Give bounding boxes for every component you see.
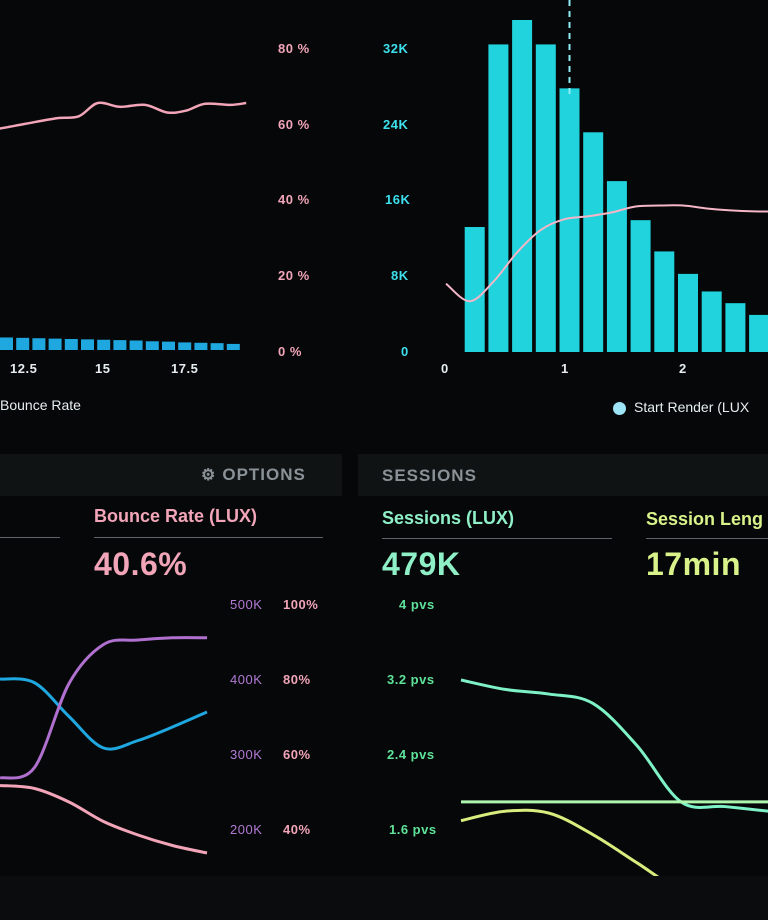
y-tick-500k: 500K (230, 597, 263, 612)
histogram-bar (583, 132, 604, 352)
legend-dot-icon (613, 401, 626, 415)
card-value-sessions: 479K (382, 546, 461, 582)
card-title-session-length: Session Leng (646, 509, 764, 529)
overlay-line (445, 204, 768, 303)
bounce-rate-bar (32, 338, 46, 350)
purple-series-line (0, 636, 208, 780)
y-tick-0: 0 % (278, 344, 302, 359)
bounce-rate-bar (81, 339, 94, 350)
bounce-rate-bar (226, 343, 240, 350)
divider-bounce-rate (94, 537, 323, 538)
y-tick-8k: 8K (391, 268, 409, 283)
screen-bezel (0, 876, 768, 920)
bounce-rate-bar (178, 342, 192, 350)
histogram-bar (701, 291, 722, 352)
y-tick-3-2pvs: 3.2 pvs (387, 672, 435, 687)
legend-bounce-rate[interactable]: Bounce Rate (0, 397, 81, 413)
histogram-bar (559, 88, 580, 353)
y-tick-80pct: 80% (283, 672, 311, 687)
gear-icon: ⚙ (201, 467, 217, 484)
x-tick-0: 0 (441, 361, 449, 376)
bounce-rate-bar (210, 343, 224, 350)
y-tick-0k: 0 (401, 344, 409, 359)
y-tick-40pct: 40% (283, 822, 311, 837)
histogram-bar (606, 181, 627, 352)
bounce-rate-bar (162, 341, 175, 350)
y-tick-20: 20 % (278, 268, 310, 283)
card-title-sessions: Sessions (LUX) (382, 508, 515, 528)
sessions-bar (358, 454, 768, 496)
bounce-rate-bar (16, 337, 30, 350)
histogram-bar (464, 227, 485, 352)
y-tick-40: 40 % (278, 192, 310, 207)
x-tick-12-5: 12.5 (10, 361, 38, 376)
options-button[interactable]: ⚙ OPTIONS (201, 465, 306, 485)
y-tick-100pct: 100% (283, 597, 319, 612)
y-tick-32k: 32K (383, 41, 409, 56)
mint-series-line (460, 678, 768, 813)
bounce-rate-bar (113, 340, 127, 350)
legend-start-render-label: Start Render (LUX (634, 399, 750, 415)
x-tick-2: 2 (679, 361, 687, 376)
y-tick-24k: 24K (383, 117, 409, 132)
pink-series-line (0, 784, 208, 855)
bounce-rate-bar (194, 342, 208, 350)
card-value-session-length: 17min (646, 546, 741, 582)
bounce-rate-bar (145, 341, 159, 350)
y-tick-60pct: 60% (283, 747, 311, 762)
legend-start-render[interactable]: Start Render (LUX (613, 399, 749, 415)
y-tick-1-6pvs: 1.6 pvs (389, 822, 437, 837)
card-title-bounce-rate: Bounce Rate (LUX) (94, 506, 258, 526)
divider-left (0, 537, 60, 538)
divider-sessions (382, 538, 612, 539)
histogram-bar (630, 220, 651, 352)
y-tick-16k: 16K (385, 192, 411, 207)
x-tick-1: 1 (561, 361, 569, 376)
bounce-rate-bar (64, 338, 78, 350)
bounce-rate-bar (0, 337, 13, 350)
histogram-bar (654, 251, 675, 352)
card-value-bounce-rate: 40.6% (94, 546, 188, 582)
x-tick-15: 15 (95, 361, 111, 376)
y-tick-4pvs: 4 pvs (399, 597, 435, 612)
blue-series-line (0, 677, 208, 751)
bounce-rate-bar (97, 339, 111, 350)
bounce-rate-bar (48, 338, 62, 350)
x-tick-17-5: 17.5 (171, 361, 199, 376)
histogram-bar (512, 20, 533, 352)
histogram-bar (725, 303, 746, 352)
y-tick-400k: 400K (230, 672, 263, 687)
y-tick-80: 80 % (278, 41, 310, 56)
sessions-panel-title: SESSIONS (382, 466, 477, 485)
y-tick-300k: 300K (230, 747, 263, 762)
y-tick-2-4pvs: 2.4 pvs (387, 747, 435, 762)
y-tick-200k: 200K (230, 822, 263, 837)
histogram-bar (488, 44, 509, 352)
bounce-rate-bar (129, 340, 143, 350)
histogram-bar (535, 44, 556, 352)
histogram-bar (749, 314, 768, 352)
bounce-rate-line (0, 101, 247, 130)
histogram-bar (678, 273, 698, 352)
y-tick-60: 60 % (278, 117, 310, 132)
options-bar (0, 454, 342, 496)
options-label: OPTIONS (222, 465, 306, 484)
divider-session-length (646, 538, 768, 539)
